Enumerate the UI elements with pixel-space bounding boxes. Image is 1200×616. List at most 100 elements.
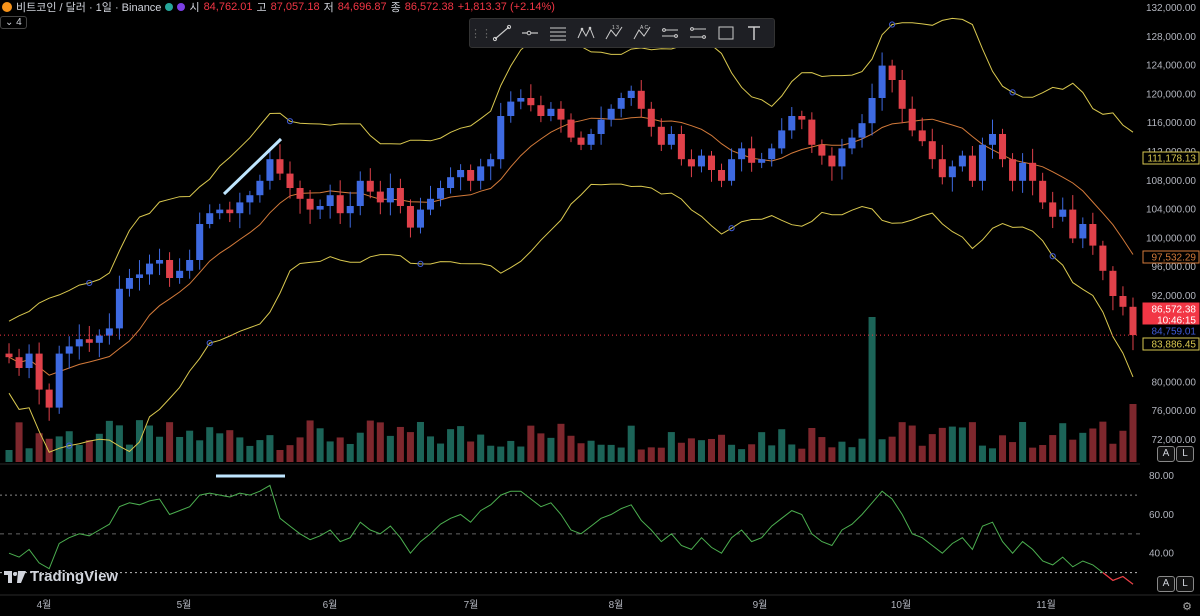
volume-bar: [55, 436, 63, 462]
candle-body: [587, 134, 595, 145]
volume-bar: [928, 434, 936, 462]
candle-body: [1089, 224, 1097, 246]
volume-bar: [918, 445, 926, 462]
x-tick-label: 8월: [609, 599, 624, 611]
volume-bar: [999, 435, 1007, 462]
volume-bar: [406, 432, 414, 462]
text-icon[interactable]: [740, 21, 768, 45]
volume-bar: [718, 434, 726, 462]
drag-handle-icon[interactable]: ⋮⋮: [470, 27, 492, 40]
candle-body: [898, 80, 906, 109]
rsi-log-scale-button[interactable]: L: [1176, 576, 1194, 592]
candle-body: [396, 188, 404, 206]
rectangle-icon[interactable]: [712, 21, 740, 45]
candle-body: [216, 209, 224, 214]
ruler-icon[interactable]: [684, 21, 712, 45]
volume-bar: [1099, 421, 1107, 462]
volume-bar: [426, 436, 435, 462]
candle-body: [5, 353, 13, 358]
volume-bar: [5, 450, 13, 462]
volume-bar: [687, 438, 695, 462]
rsi-auto-scale-button[interactable]: A: [1157, 576, 1175, 592]
price-label-bb-basis: 97,532.29: [1152, 253, 1197, 264]
low-value: 84,696.87: [337, 1, 387, 13]
candle-body: [1039, 180, 1047, 203]
candle-body: [477, 166, 485, 181]
fib-retracement-icon[interactable]: [544, 21, 572, 45]
x-tick-label: 7월: [464, 599, 479, 611]
pattern-icon[interactable]: [572, 21, 600, 45]
candle-body: [718, 170, 726, 181]
volume-bar: [808, 427, 816, 462]
candle-body: [366, 180, 374, 192]
market-status-icon: [165, 3, 174, 11]
candle-body: [1079, 224, 1087, 239]
y-tick-label: 92,000.00: [1152, 291, 1197, 302]
volume-bar: [507, 440, 515, 462]
candle-body: [527, 98, 535, 106]
volume-bar: [1109, 443, 1117, 462]
candle-body: [1129, 306, 1137, 336]
volume-bar: [276, 449, 284, 462]
wave-abc-icon[interactable]: A C: [628, 21, 656, 45]
auto-scale-button[interactable]: A: [1157, 446, 1175, 462]
candle-body: [236, 202, 244, 214]
price-label-last-price: 86,572.38: [1152, 305, 1197, 316]
volume-bar: [597, 444, 605, 462]
trend-line-icon[interactable]: [488, 21, 516, 45]
price-label-countdown: 10:46:15: [1157, 316, 1196, 327]
candle-body: [95, 335, 103, 343]
volume-bar: [728, 444, 736, 462]
volume-bar: [246, 445, 254, 462]
volume-bar: [888, 436, 896, 462]
horizontal-ray-icon[interactable]: [516, 21, 544, 45]
rsi-tick-label: 80.00: [1149, 471, 1174, 482]
candle-body: [115, 288, 123, 329]
parallel-channel-icon[interactable]: [656, 21, 684, 45]
band-touch-marker: [1049, 253, 1056, 260]
candle-body: [1029, 162, 1037, 181]
candle-body: [798, 116, 806, 120]
candle-body: [386, 188, 394, 203]
volume-bar: [105, 420, 113, 462]
volume-bar: [707, 438, 716, 462]
band-touch-marker: [417, 260, 424, 267]
band-touch-marker: [286, 118, 294, 125]
indicators-toggle[interactable]: ⌄ 4: [0, 16, 27, 29]
y-tick-label: 72,000.00: [1152, 435, 1197, 446]
candle-body: [748, 148, 756, 163]
candle-body: [507, 101, 515, 116]
volume-bar: [35, 433, 43, 462]
volume-bar: [667, 432, 675, 462]
candle-body: [246, 195, 254, 203]
candle-body: [326, 195, 334, 206]
settings-gear-icon[interactable]: ⚙: [1182, 601, 1192, 613]
wave-123-icon[interactable]: 1 3: [600, 21, 628, 45]
pair-title[interactable]: 비트코인 / 달러 · 1일 · Binance: [16, 2, 162, 14]
volume-bar: [677, 442, 685, 462]
candle-body: [637, 90, 645, 109]
candle-body: [938, 159, 946, 178]
volume-bar: [758, 432, 766, 462]
volume-bar: [838, 441, 846, 462]
candle-body: [156, 260, 164, 264]
candle-body: [176, 270, 184, 278]
candle-body: [316, 206, 324, 210]
volume-bar: [487, 445, 495, 462]
candle-body: [968, 155, 976, 181]
candle-body: [828, 155, 836, 167]
svg-text:1 3: 1 3: [612, 25, 619, 31]
indicator-count: 4: [16, 17, 22, 28]
candle-body: [667, 134, 675, 145]
volume-bar: [968, 422, 976, 462]
candle-body: [818, 144, 826, 156]
volume-bar: [958, 427, 966, 462]
candle-body: [55, 353, 63, 408]
rsi-line: [8, 484, 1134, 585]
band-touch-marker: [86, 279, 93, 287]
volume-bar: [637, 449, 645, 462]
volume-bar: [768, 445, 776, 462]
volume-bar: [798, 448, 806, 462]
log-scale-button[interactable]: L: [1176, 446, 1194, 462]
